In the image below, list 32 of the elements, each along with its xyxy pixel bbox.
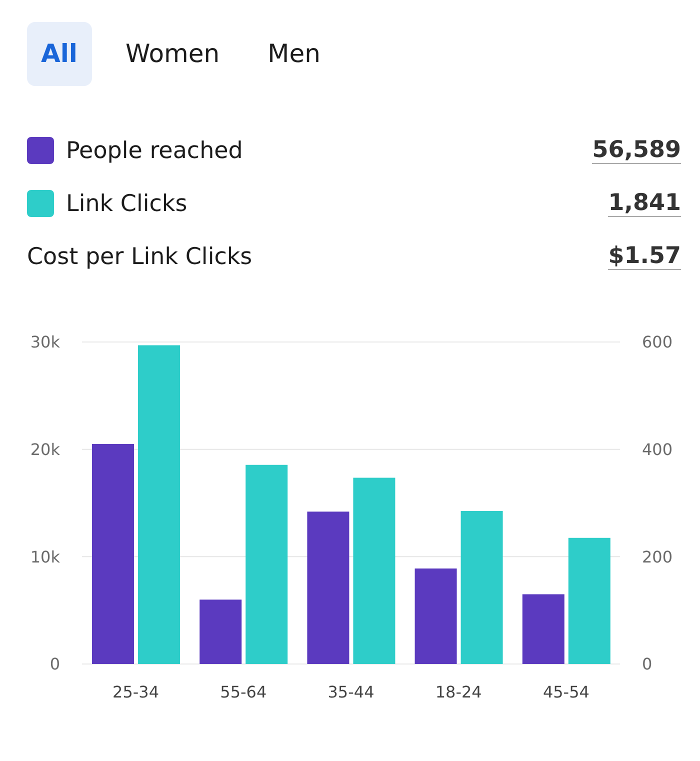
text: Cost per Link Clicks xyxy=(27,244,254,270)
y-tick-label: 0 xyxy=(50,654,60,674)
x-tick-label: 35-44 xyxy=(328,682,374,702)
text: $1.57 xyxy=(608,243,681,270)
bar xyxy=(200,600,242,664)
text: Men xyxy=(266,38,322,70)
bar xyxy=(246,464,288,664)
x-tick-label: 55-64 xyxy=(220,682,267,702)
x-tick-label: 18-24 xyxy=(435,682,482,702)
x-tick-label: 25-34 xyxy=(112,682,160,702)
y-tick-label: 20k xyxy=(30,440,61,460)
x-tick-label: 45-54 xyxy=(542,682,590,702)
bar xyxy=(460,511,503,664)
y2-tick-label: 400 xyxy=(642,440,673,460)
text: 1,841 xyxy=(608,190,681,217)
text: 56,589 xyxy=(592,137,681,164)
y-tick-label: 10k xyxy=(30,547,61,566)
bar xyxy=(92,444,134,664)
text: All xyxy=(27,22,92,86)
bar xyxy=(138,345,180,664)
y2-tick-label: 0 xyxy=(642,654,652,674)
y2-tick-label: 200 xyxy=(642,547,673,566)
y2-tick-label: 600 xyxy=(642,332,673,352)
legend-label: Link Clicks xyxy=(66,190,188,216)
bar xyxy=(353,478,396,664)
bar xyxy=(307,512,350,664)
bar xyxy=(414,568,457,664)
text: Women xyxy=(124,38,221,70)
bar xyxy=(522,594,564,664)
y-tick-label: 30k xyxy=(30,332,61,352)
legend-label: People reached xyxy=(66,138,244,164)
bar xyxy=(568,538,610,664)
